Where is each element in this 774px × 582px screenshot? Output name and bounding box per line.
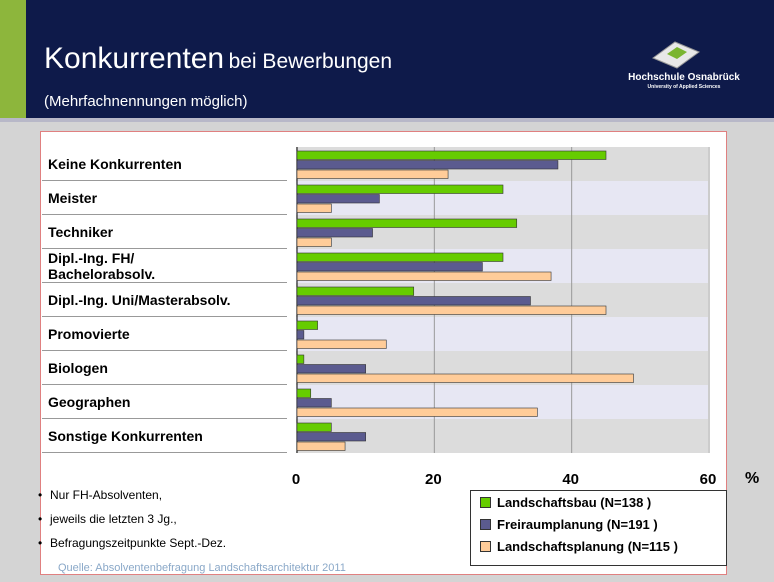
title: Konkurrenten bei Bewerbungen: [44, 42, 392, 76]
note: Nur FH-Absolventen,: [50, 488, 163, 502]
note: Befragungszeitpunkte Sept.-Dez.: [50, 536, 227, 550]
legend-swatch: [480, 519, 491, 530]
bar: [296, 320, 318, 330]
legend-label: Landschaftsplanung (N=115 ): [497, 539, 678, 554]
logo-tagline: University of Applied Sciences: [647, 84, 721, 90]
x-tick-label: 20: [424, 471, 442, 488]
bar: [296, 398, 332, 408]
subtitle: (Mehrfachnennungen möglich): [44, 93, 248, 110]
legend-swatch: [480, 497, 491, 508]
header-bar: [0, 0, 774, 118]
legend-entry: Landschaftsbau (N=138 ): [480, 495, 651, 510]
bar: [296, 160, 559, 170]
bar: [296, 330, 305, 340]
bar: [296, 271, 552, 281]
bar: [296, 407, 538, 417]
category-label: Dipl.-Ing. FH/ Bachelorabsolv.: [42, 249, 287, 283]
x-tick-label: 60: [699, 471, 717, 488]
logo-name: Hochschule Osnabrück: [628, 72, 740, 83]
bar: [296, 354, 305, 364]
bar: [296, 441, 346, 451]
category-label: Sonstige Konkurrenten: [42, 419, 287, 453]
title-suffix: bei Bewerbungen: [228, 50, 393, 73]
note-bullet: •: [38, 512, 43, 526]
accent-stripe: [0, 0, 26, 118]
header-rule: [0, 118, 774, 122]
legend-entry: Landschaftsplanung (N=115 ): [480, 539, 678, 554]
bar: [296, 228, 373, 238]
source: Quelle: Absolventenbefragung Landschafts…: [58, 562, 346, 574]
legend-label: Freiraumplanung (N=191 ): [497, 517, 658, 532]
legend: [470, 490, 727, 566]
x-tick-label: 0: [291, 471, 301, 488]
bar: [296, 388, 312, 398]
note: jeweils die letzten 3 Jg.,: [50, 512, 177, 526]
category-label: Meister: [42, 181, 287, 215]
category-label: Biologen: [42, 351, 287, 385]
note-bullet: •: [38, 536, 43, 550]
legend-entry: Freiraumplanung (N=191 ): [480, 517, 658, 532]
bar: [296, 364, 366, 374]
category-label: Keine Konkurrenten: [42, 147, 287, 181]
legend-swatch: [480, 541, 491, 552]
bar: [296, 194, 380, 204]
x-tick-label: 40: [562, 471, 579, 488]
axis-unit: %: [745, 470, 760, 487]
logo-icon: [651, 41, 701, 69]
bar: [296, 262, 483, 272]
bar: [296, 305, 607, 315]
bar: [296, 169, 449, 179]
legend-label: Landschaftsbau (N=138 ): [497, 495, 652, 510]
title-main: Konkurrenten: [44, 42, 225, 75]
bar: [296, 184, 504, 194]
bar: [296, 373, 634, 383]
bar: [296, 339, 387, 349]
note-bullet: •: [38, 488, 43, 502]
category-label: Techniker: [42, 215, 287, 249]
category-label: Promovierte: [42, 317, 287, 351]
bar: [296, 218, 518, 228]
plot-area: [296, 147, 710, 453]
bar: [296, 286, 415, 296]
category-label: Dipl.-Ing. Uni/Masterabsolv.: [42, 283, 287, 317]
bar: [296, 432, 366, 442]
bar: [296, 237, 332, 247]
bar: [296, 150, 607, 160]
bar: [296, 422, 332, 432]
bar: [296, 252, 504, 262]
category-label: Geographen: [42, 385, 287, 419]
bar: [296, 296, 531, 306]
bar: [296, 203, 332, 213]
